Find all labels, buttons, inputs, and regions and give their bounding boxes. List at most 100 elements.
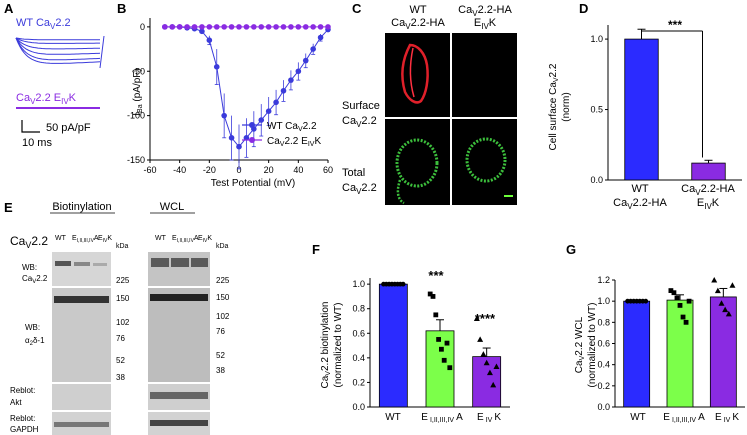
data-point	[400, 281, 406, 287]
marker-wcl-150: 150	[216, 293, 230, 302]
x-tick-label: 60	[323, 165, 333, 175]
data-point	[302, 24, 309, 30]
legend-marker-mut	[249, 137, 255, 143]
panel-letter-d: D	[579, 1, 588, 16]
y-tick-label: -50	[132, 66, 145, 76]
y-tick-label: 0.0	[590, 175, 603, 185]
panel-f: F CaV2.2 biotinylation (normalized to WT…	[312, 242, 510, 424]
band-wcl-a2d	[150, 294, 208, 301]
total-stain-wt	[395, 138, 439, 188]
y-tick-label: 1.0	[590, 34, 603, 44]
surface-stain-wt	[401, 43, 429, 104]
y-tick-label: 0.6	[352, 328, 365, 338]
current-trace-5	[15, 37, 101, 64]
marker-wcl-76: 76	[216, 327, 225, 336]
data-point	[325, 24, 331, 30]
iv-ylabel: IBa (pA/pF)	[132, 68, 144, 115]
data-point	[317, 34, 324, 41]
wb2-label-line2: α2δ-1	[25, 336, 45, 347]
panel-e: E Biotinylation WCL CaV2.2 WT EI,II,III,…	[4, 200, 230, 435]
x-tick-label: -60	[143, 165, 156, 175]
data-point	[483, 359, 490, 366]
data-point	[473, 315, 480, 322]
bar	[709, 296, 737, 408]
data-point	[668, 288, 674, 293]
data-point	[441, 357, 447, 363]
band-wcl-cav-e	[171, 258, 189, 267]
col1-title-line2: CaV2.2-HA	[391, 17, 445, 31]
lane-e-wcl: EI,II,III,IVA	[172, 235, 199, 244]
blot-wcl-cav	[148, 252, 210, 286]
data-point	[477, 336, 484, 342]
data-point	[490, 381, 497, 388]
panel-g: G CaV2.2 WCL (normalized to WT) 0.00.20.…	[566, 242, 745, 424]
panel-d: D Cell surface CaV2.2 (norm) 0.0 0.5 1.0 **…	[548, 1, 742, 211]
data-point	[295, 24, 302, 30]
y-tick-label: 1.2	[597, 275, 610, 285]
data-point	[221, 112, 227, 119]
wb2-label-line1: WB:	[25, 323, 40, 332]
reblot1-label-line2: Akt	[10, 398, 22, 407]
y-tick-label: 0.6	[597, 339, 610, 349]
data-point	[729, 282, 736, 288]
legend-label-mut: CaV2.2 EIVK	[267, 136, 321, 148]
f-ylabel-line1: CaV2.2 biotinylation	[320, 302, 332, 389]
bar	[666, 299, 694, 408]
data-point	[191, 24, 198, 30]
data-point	[265, 24, 272, 30]
y-tick-label: 1.0	[352, 279, 365, 289]
marker-biot-38: 38	[116, 373, 125, 382]
data-point	[280, 24, 287, 30]
data-point	[444, 340, 450, 346]
d-cat2-line2: EIVK	[697, 197, 720, 211]
current-traces	[15, 35, 105, 69]
y-tick-label: 0.5	[590, 105, 603, 115]
data-point	[251, 24, 257, 30]
band-biot-a2d	[54, 296, 109, 303]
current-trace-0	[15, 37, 100, 41]
f-cat3: E IV K	[477, 412, 501, 424]
band-biot-cav-k	[93, 263, 107, 266]
g-cat3: E IV K	[715, 412, 739, 424]
surface-stain-wt-inner	[409, 47, 415, 98]
data-point	[295, 68, 302, 75]
band-wcl-cav-k	[191, 258, 208, 267]
data-point	[162, 24, 168, 30]
data-point	[677, 303, 683, 308]
col2-title-line2: EIVK	[474, 17, 497, 31]
data-point	[184, 24, 190, 30]
row1-label-line1: Surface	[342, 100, 380, 112]
x-tick-label: 20	[264, 165, 274, 175]
data-point	[486, 369, 493, 376]
y-tick-label: -150	[127, 155, 145, 165]
marker-biot-150: 150	[116, 294, 130, 303]
panel-a-wt-label: WT CaV2.2	[16, 17, 71, 31]
legend-label-wt: WT CaV2.2	[267, 121, 317, 133]
col2-title-line1: CaV2.2-HA	[458, 4, 512, 18]
surface-bar-chart: 0.0 0.5 1.0 ***	[590, 18, 742, 185]
iv-xlabel: Test Potential (mV)	[211, 178, 295, 189]
micrograph-mut-surface	[452, 33, 517, 117]
y-tick-label: 0.2	[352, 377, 365, 387]
f-cat1: WT	[385, 412, 401, 423]
marker-biot-225: 225	[116, 276, 130, 285]
lane-wt-wcl: WT	[155, 235, 167, 242]
bar	[378, 283, 408, 408]
wb1-label-line1: WB:	[22, 263, 37, 272]
f-cat2: E I,II,III,IV A	[421, 412, 463, 424]
reblot2-label-line1: Reblot:	[10, 414, 35, 423]
band-wcl-akt	[150, 392, 208, 399]
data-point	[686, 298, 692, 304]
data-point	[722, 306, 729, 313]
y-tick-label: 0.8	[352, 304, 365, 314]
wcl-title: WCL	[160, 201, 184, 213]
marker-wcl-102: 102	[216, 312, 230, 321]
data-point	[258, 117, 265, 123]
g-cat2: E I,II,III,IV A	[663, 412, 705, 424]
data-point	[213, 24, 220, 30]
biotinylation-bar-chart: 0.0 0.2 0.4 0.6 0.8 1.0	[352, 278, 510, 412]
reblot1-label-line1: Reblot:	[10, 386, 35, 395]
x-tick-label: 0	[236, 165, 241, 175]
data-point	[436, 337, 441, 342]
x-tick-label: -40	[173, 165, 186, 175]
